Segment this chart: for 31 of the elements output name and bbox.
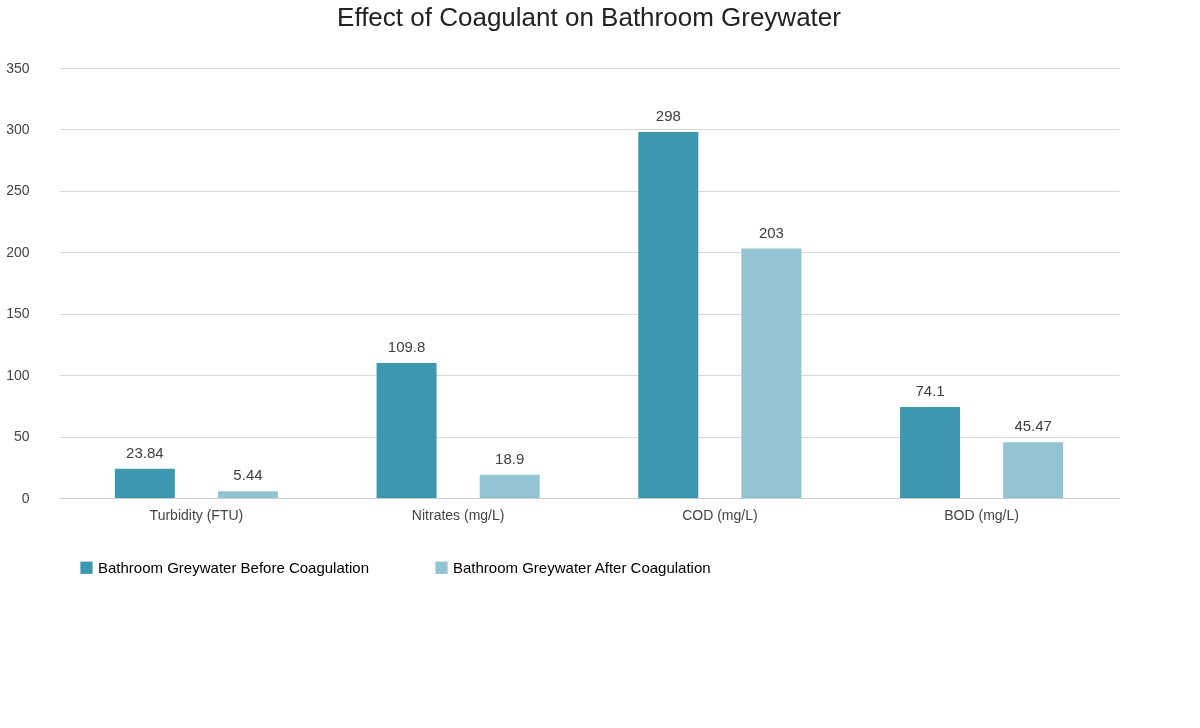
data-label: 18.9 xyxy=(495,449,525,467)
y-tick-label: 50 xyxy=(13,428,30,445)
data-label: 203 xyxy=(758,223,784,241)
bar xyxy=(638,131,699,498)
y-tick-label: 250 xyxy=(6,182,30,199)
data-label: 298 xyxy=(655,106,681,124)
bar xyxy=(741,248,802,498)
legend-label: Bathroom Greywater Before Coagulation xyxy=(98,558,369,576)
bar xyxy=(217,491,278,498)
x-tick-label: COD (mg/L) xyxy=(682,506,758,523)
x-tick-label: Nitrates (mg/L) xyxy=(411,506,505,523)
data-label: 23.84 xyxy=(126,443,164,461)
chart-title: Effect of Coagulant on Bathroom Greywater xyxy=(337,2,842,32)
y-tick-label: 100 xyxy=(6,366,30,383)
data-label: 109.8 xyxy=(387,338,426,356)
legend-label: Bathroom Greywater After Coagulation xyxy=(453,558,711,576)
y-tick-label: 350 xyxy=(6,59,30,76)
x-tick-label: Turbidity (FTU) xyxy=(149,506,244,523)
data-label: 5.44 xyxy=(233,466,263,484)
bar xyxy=(900,406,961,498)
bar xyxy=(376,363,437,498)
y-tick-label: 0 xyxy=(21,489,30,506)
y-tick-label: 200 xyxy=(6,243,30,260)
bar xyxy=(114,468,175,498)
y-tick-label: 300 xyxy=(6,120,30,137)
data-label: 74.1 xyxy=(915,381,945,399)
x-tick-label: BOD (mg/L) xyxy=(944,506,1019,523)
data-label: 45.47 xyxy=(1014,417,1052,435)
bar xyxy=(479,474,540,498)
y-tick-label: 150 xyxy=(6,305,30,322)
bar xyxy=(1003,442,1064,498)
